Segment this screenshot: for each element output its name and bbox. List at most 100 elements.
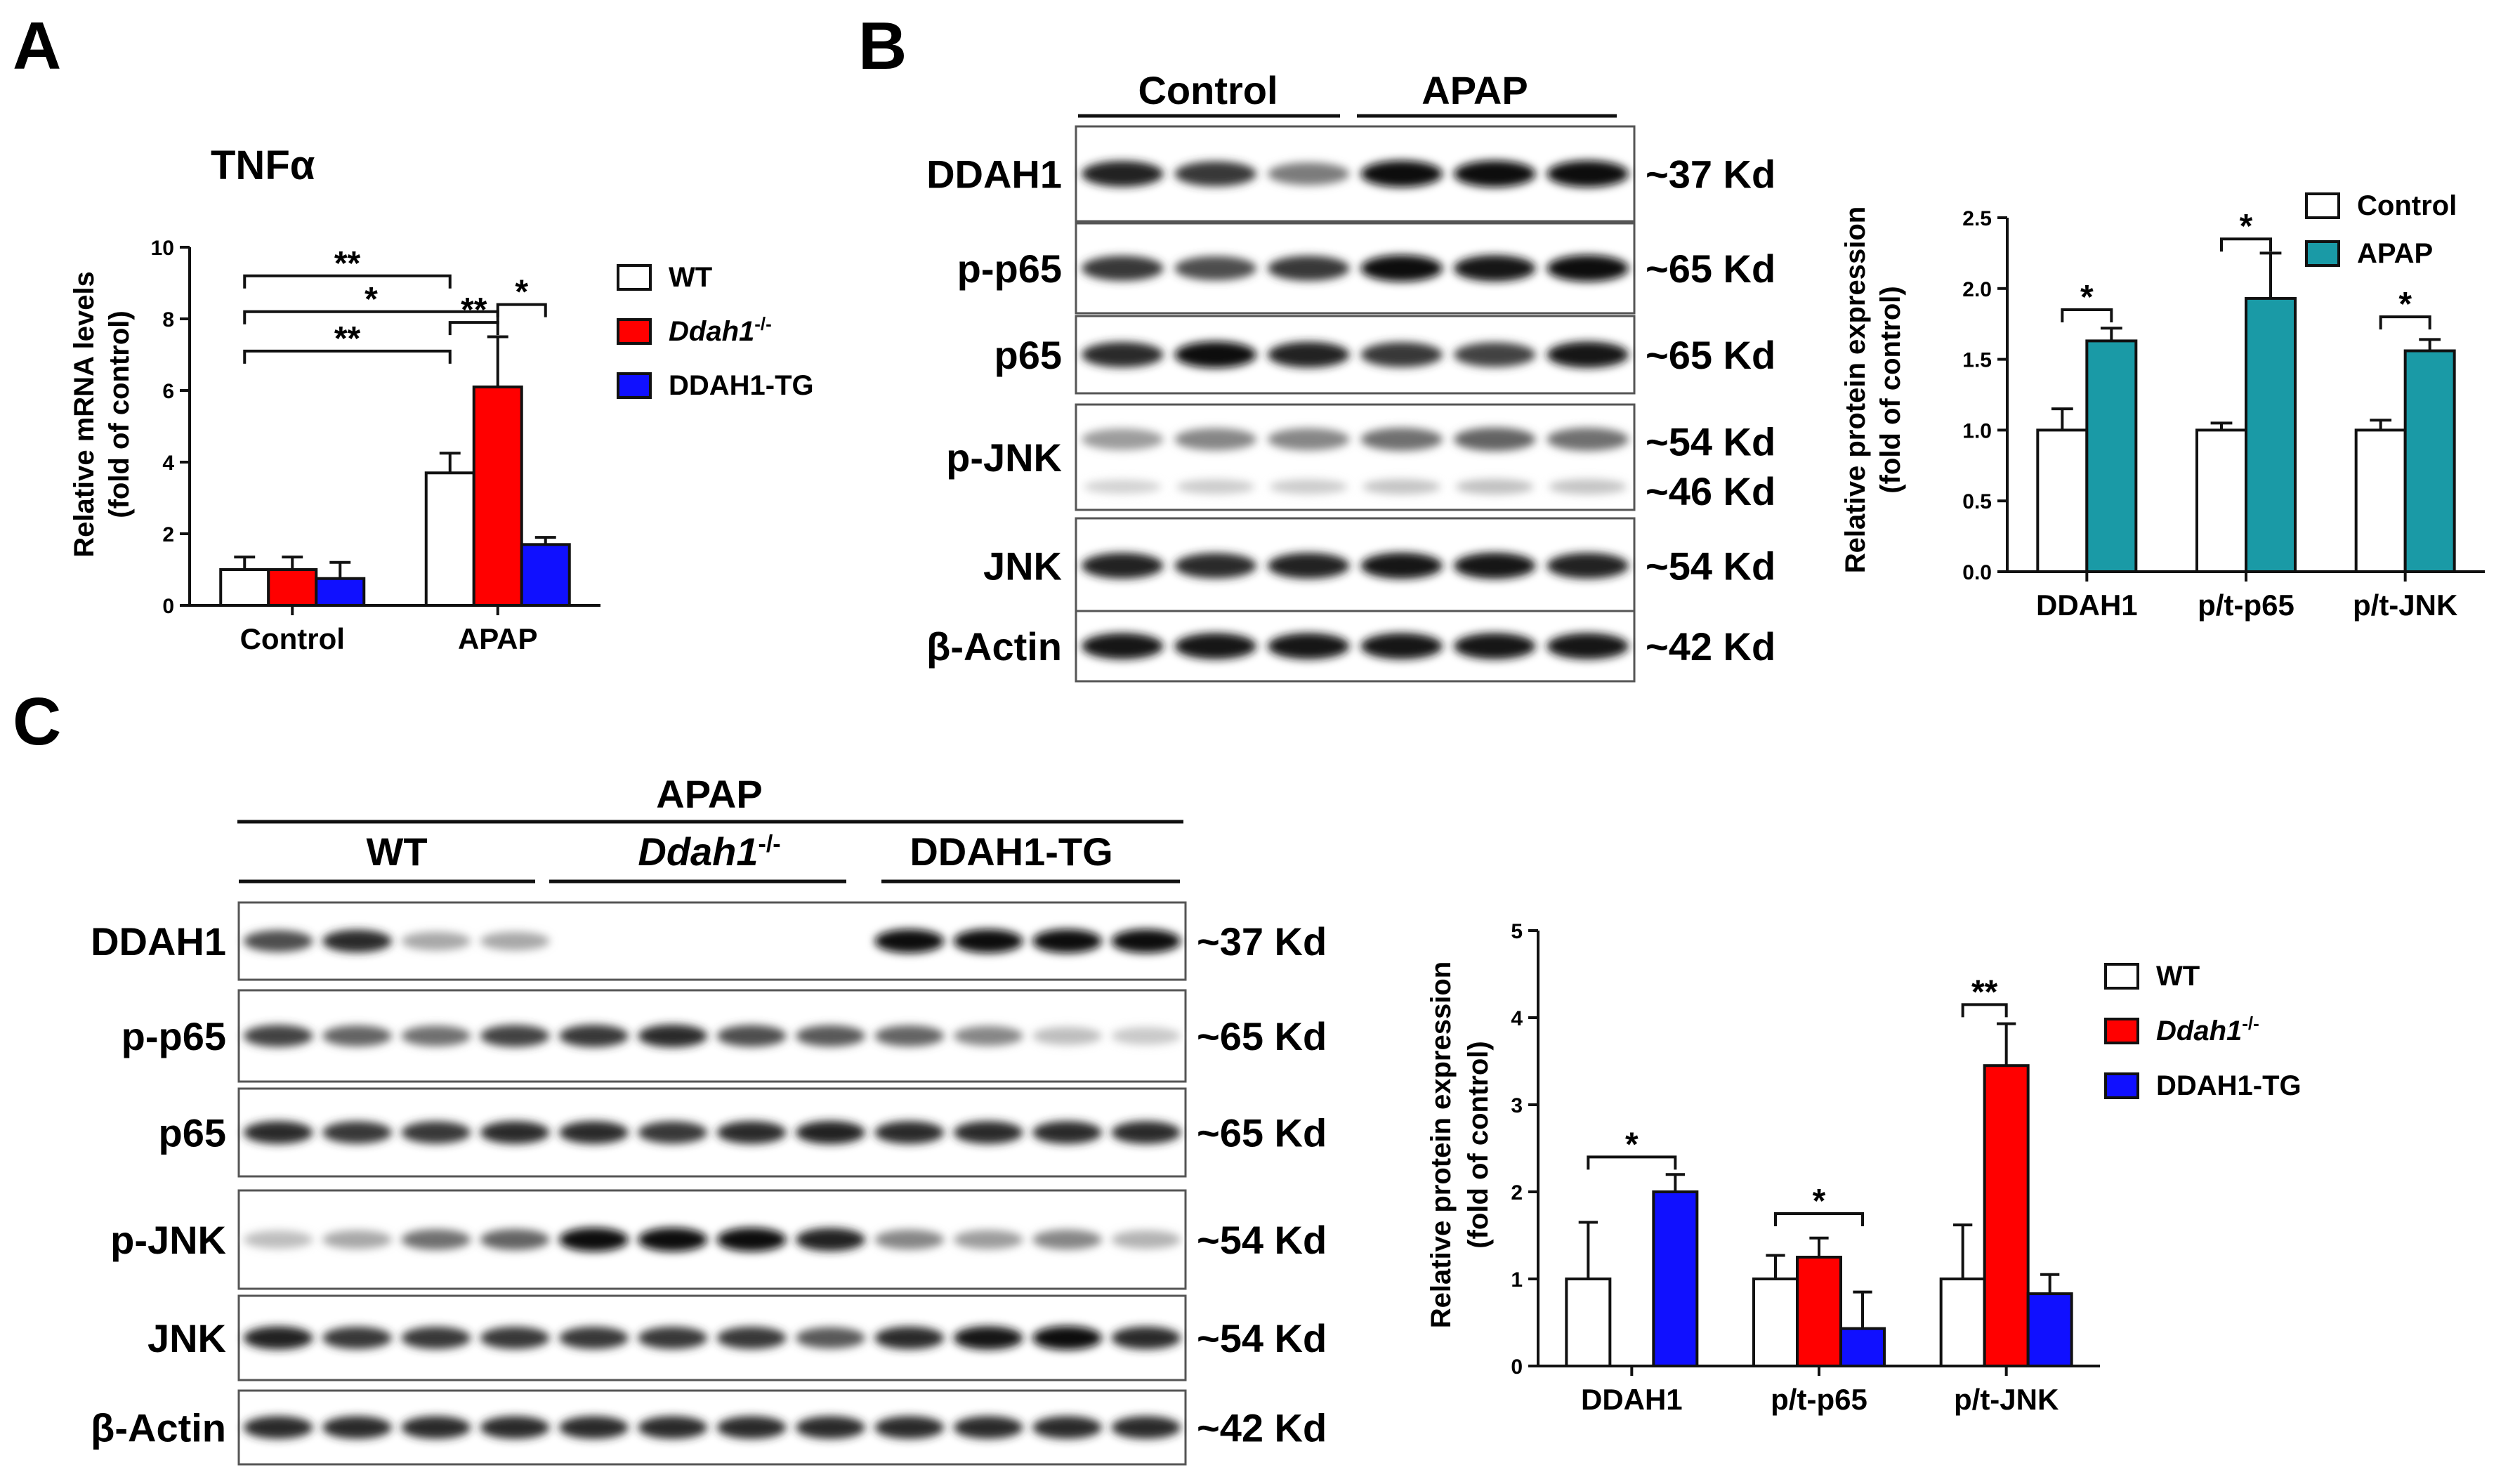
blot-b-band [1174,161,1257,187]
chart-c-bar [1752,1278,1799,1367]
blot-c-row-size: ~54 Kd [1197,1316,1327,1360]
blot-b-band [1360,428,1443,451]
blot-c-band [1032,929,1102,953]
blot-b-group-control: Control [1138,68,1278,112]
chart-a-legend-label: DDAH1-TG [669,370,814,401]
chart-a-legend-swatch [617,372,652,399]
chart-c-ytick-label: 5 [1511,920,1523,943]
blot-c-band [559,1025,629,1047]
blot-c-band [796,1416,865,1439]
chart-c-ylabel-1: Relative protein expression [1426,961,1457,1328]
chart-b-legend-label: APAP [2357,238,2433,269]
chart-b-significance-label: * [2240,208,2253,245]
blot-b-row-label: DDAH1 [926,152,1062,197]
blot-c-band [1111,1416,1181,1439]
blot-b-band [1547,553,1629,579]
blot-b-band [1547,428,1629,451]
blot-b-band-lower [1363,479,1441,494]
chart-a-ytick-label: 2 [162,523,174,546]
chart-c-category-label: p/t-JNK [1954,1383,2059,1416]
chart-a-significance-bracket [243,274,452,289]
blot-c-band [796,1025,865,1047]
blot-c-band [1032,1416,1102,1439]
blot-c-row-size: ~65 Kd [1197,1014,1327,1058]
blot-b-band-lower [1455,478,1534,495]
blot-c-band [401,1229,471,1250]
blot-c-band [559,1327,629,1349]
chart-c-legend-swatch [2104,963,2139,990]
blot-b-band [1174,428,1257,451]
blot-b-band [1360,255,1443,282]
blot-b-band [1081,341,1164,368]
blot-b-band [1453,552,1536,579]
chart-c-legend-swatch [2104,1072,2139,1099]
chart-a-category-label: Control [240,622,345,655]
chart-a-bar [472,385,523,608]
blot-c-band [1111,1121,1181,1144]
chart-b-significance-bracket [2061,308,2113,323]
chart-c-ylabel-2: (fold of control) [1463,1041,1494,1248]
blot-c-band [796,1228,865,1252]
chart-c-bar [1652,1190,1699,1367]
blot-c-band [559,1228,629,1252]
blot-c-band [638,1228,708,1252]
blot-b-band-lower [1083,479,1162,494]
blot-b-band [1267,553,1350,579]
chart-c-legend-label: DDAH1-TG [2156,1070,2302,1101]
blot-c-band [796,1121,865,1144]
blot-c-band [953,929,1023,953]
blot-b-row-frame [1075,315,1636,395]
blot-b-band [1267,162,1350,185]
blot-c-band [480,1416,550,1439]
blot-c-band [243,1230,313,1249]
chart-a-ytick-label: 10 [151,237,174,260]
blot-b-band [1081,633,1164,659]
blot-b-band [1453,427,1536,452]
blot-c-group-ddah1-ko: Ddah1-/- [638,829,780,874]
chart-b-bar [2245,296,2297,573]
chart-b-legend-swatch [2305,192,2340,219]
blot-c-band [243,1025,313,1047]
chart-c-bar [1796,1256,1842,1367]
blot-b-band [1453,633,1536,659]
blot-b-group-apap: APAP [1422,68,1528,112]
blot-c-row-size: ~54 Kd [1197,1218,1327,1262]
chart-c-bar [1983,1064,2030,1367]
blot-b-row-size: ~54 Kd [1646,544,1775,589]
chart-a-bar [424,471,475,607]
blot-c-row-label: DDAH1 [91,919,226,964]
chart-b-ytick-label: 2.5 [1962,207,1992,230]
blot-c-row-frame [237,1294,1187,1381]
blot-b-band [1547,255,1629,282]
blot-b-band [1360,633,1443,659]
blot-c-band [1032,1027,1102,1045]
blot-c-band [874,1229,945,1250]
blot-c-band [638,1024,708,1048]
blot-c-band [638,1416,708,1439]
blot-c-band [480,1229,550,1250]
chart-b-category-label: p/t-p65 [2198,589,2294,622]
blot-c-row-label: β-Actin [91,1406,226,1450]
blot-c-band [716,1121,787,1144]
blot-b-band [1174,633,1257,659]
blot-b-row-label: p-p65 [957,247,1062,291]
blot-c-band [322,1025,392,1046]
chart-b-significance-label: * [2080,279,2094,316]
blot-b-band [1174,553,1257,579]
blot-b-band [1174,341,1257,368]
blot-b-band [1453,255,1536,282]
panel-label-c: C [13,684,61,759]
chart-c-category-label: p/t-p65 [1771,1383,1867,1416]
blot-c-group-ddah1-tg: DDAH1-TG [910,829,1112,874]
blot-b-group: DDAH1 ~37 Kd p-p65 ~65 Kd p65 ~65 Kd p-JNK ~54 … [926,125,1775,683]
blot-b-row-size-2: ~46 Kd [1646,469,1775,513]
blot-b-band [1360,552,1443,579]
blot-b-band-lower [1549,479,1627,494]
chart-b-group: 0.0 0.5 1.0 1.5 2.0 2.5 DDAH1 p/t-p65 p/t-JNK * * *… [1962,190,2485,622]
blot-c-band [401,1327,471,1349]
blot-b-band [1453,342,1536,367]
blot-b-row-label: p-JNK [946,435,1062,480]
blot-c-band [638,1121,708,1144]
blot-b-band [1174,256,1257,281]
blot-b-row-label: β-Actin [926,624,1062,669]
